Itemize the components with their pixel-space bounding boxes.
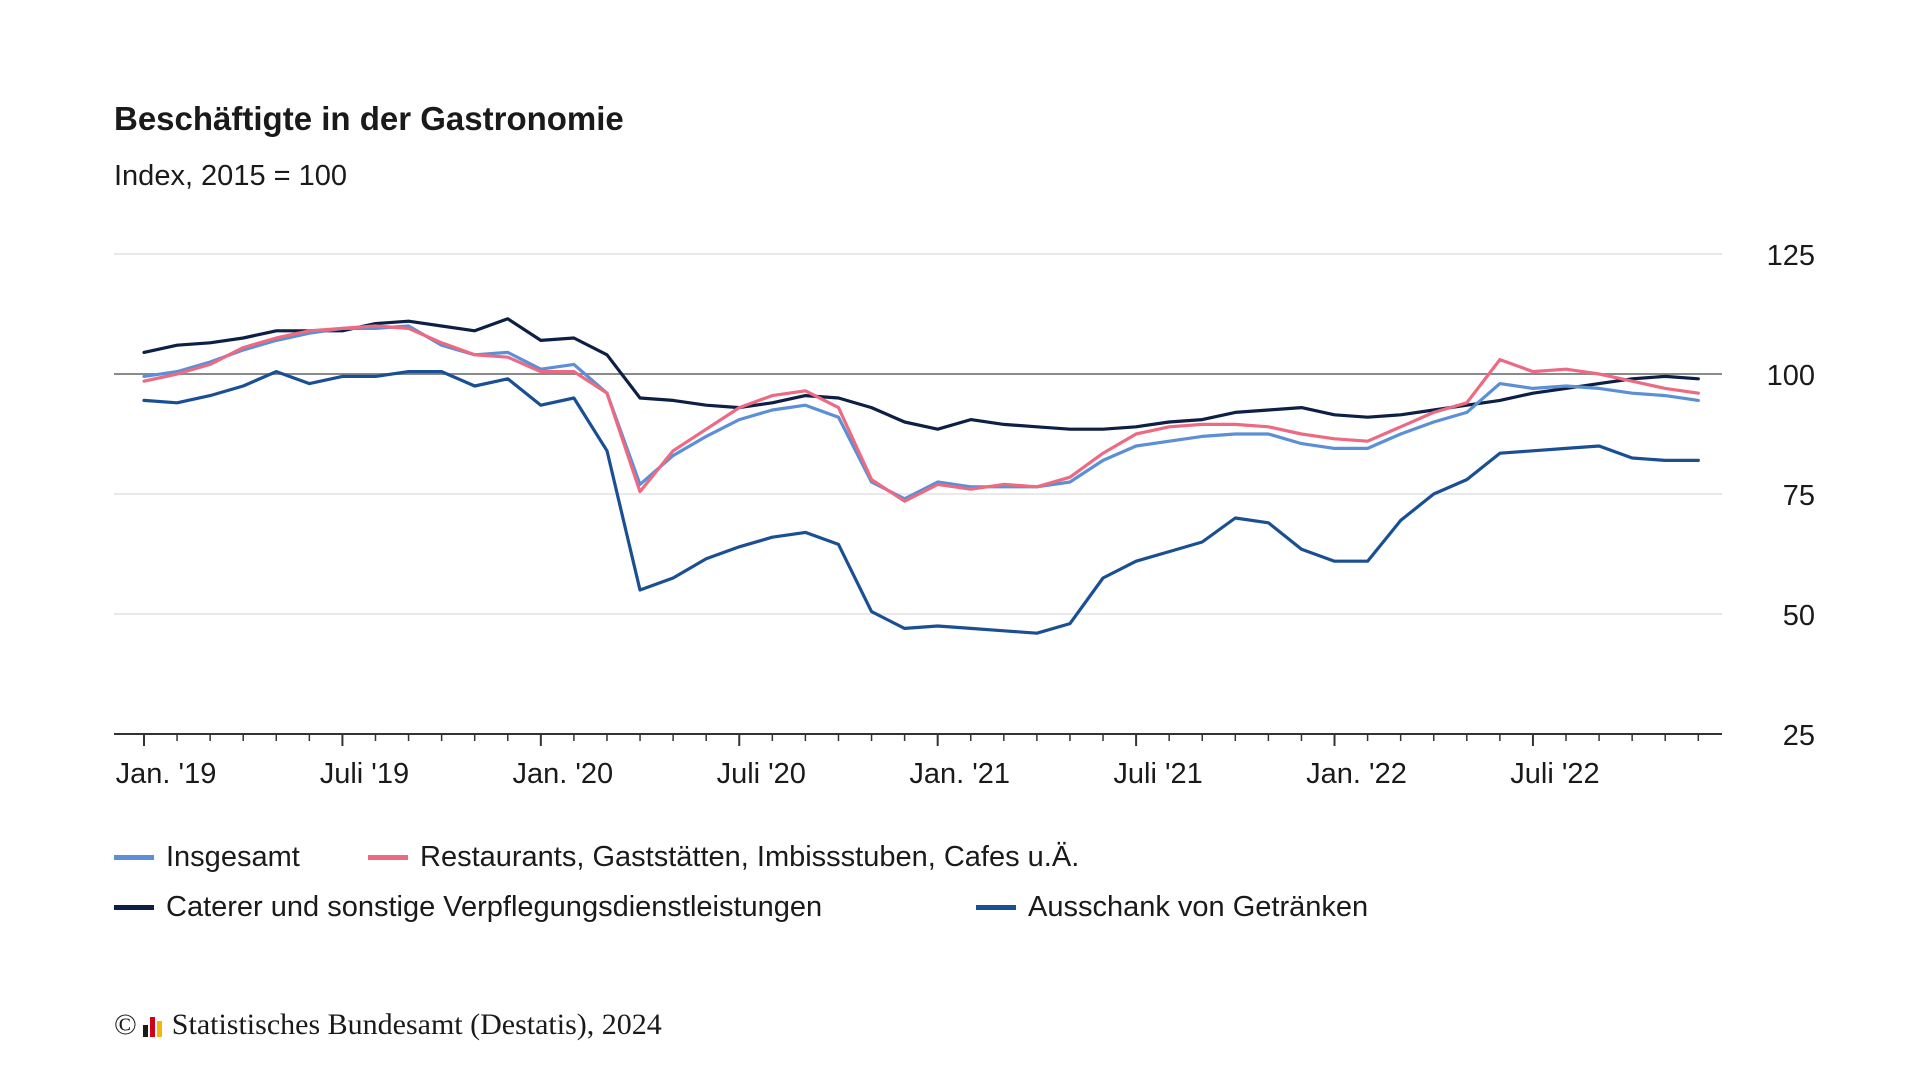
legend-label-ausschank: Ausschank von Getränken	[1028, 890, 1369, 923]
grid-layer	[114, 253, 1722, 615]
chart-legend: Insgesamt Restaurants, Gaststätten, Imbi…	[114, 832, 1814, 932]
x-tick-label: Jan. '20	[513, 758, 614, 790]
y-tick-label: 125	[1767, 240, 1815, 272]
copyright-symbol: ©	[114, 1008, 137, 1041]
legend-item-ausschank[interactable]: Ausschank von Getränken	[976, 891, 1368, 924]
x-tick-label: Juli '19	[320, 758, 409, 790]
y-tick-label: 50	[1783, 600, 1815, 632]
x-tick-label: Juli '21	[1113, 758, 1202, 790]
legend-swatch-insgesamt	[114, 854, 154, 860]
source-footer: © Statistisches Bundesamt (Destatis), 20…	[114, 1008, 662, 1042]
series-line-1	[142, 324, 1700, 503]
y-tick-label: 75	[1783, 480, 1815, 512]
source-text: Statistisches Bundesamt (Destatis), 2024	[171, 1008, 662, 1041]
legend-item-insgesamt[interactable]: Insgesamt	[114, 841, 368, 874]
y-tick-label: 25	[1783, 720, 1815, 752]
legend-item-caterer[interactable]: Caterer und sonstige Verpflegungsdienstl…	[114, 891, 976, 924]
legend-row-1: Insgesamt Restaurants, Gaststätten, Imbi…	[114, 832, 1814, 882]
x-tick-label: Jan. '21	[909, 758, 1010, 790]
legend-row-2: Caterer und sonstige Verpflegungsdienstl…	[114, 882, 1814, 932]
series-layer	[142, 317, 1700, 635]
x-tick-label: Jan. '22	[1306, 758, 1407, 790]
legend-swatch-ausschank	[976, 904, 1016, 910]
legend-label-restaurants: Restaurants, Gaststätten, Imbissstuben, …	[420, 840, 1080, 873]
y-tick-label: 100	[1767, 360, 1815, 392]
chart-title: Beschäftigte in der Gastronomie	[114, 100, 624, 137]
x-tick-label: Jan. '19	[116, 758, 217, 790]
x-tick-label: Juli '22	[1510, 758, 1599, 790]
axis-layer	[114, 373, 1722, 746]
x-tick-label: Juli '20	[717, 758, 806, 790]
chart-subtitle: Index, 2015 = 100	[114, 160, 348, 192]
series-line-0	[142, 324, 1700, 501]
series-line-3	[142, 370, 1700, 635]
legend-label-caterer: Caterer und sonstige Verpflegungsdienstl…	[166, 890, 823, 923]
legend-item-restaurants[interactable]: Restaurants, Gaststätten, Imbissstuben, …	[368, 841, 1079, 874]
legend-swatch-restaurants	[368, 854, 408, 860]
line-chart: 25 50 75 100 125 Jan. '19 Juli '19 Jan. '20 Juli…	[114, 240, 1815, 790]
legend-swatch-caterer	[114, 904, 154, 910]
label-layer: 25 50 75 100 125 Jan. '19 Juli '19 Jan. '20 Juli…	[116, 240, 1815, 790]
destatis-logo-icon	[142, 1013, 164, 1037]
legend-label-insgesamt: Insgesamt	[166, 840, 300, 873]
